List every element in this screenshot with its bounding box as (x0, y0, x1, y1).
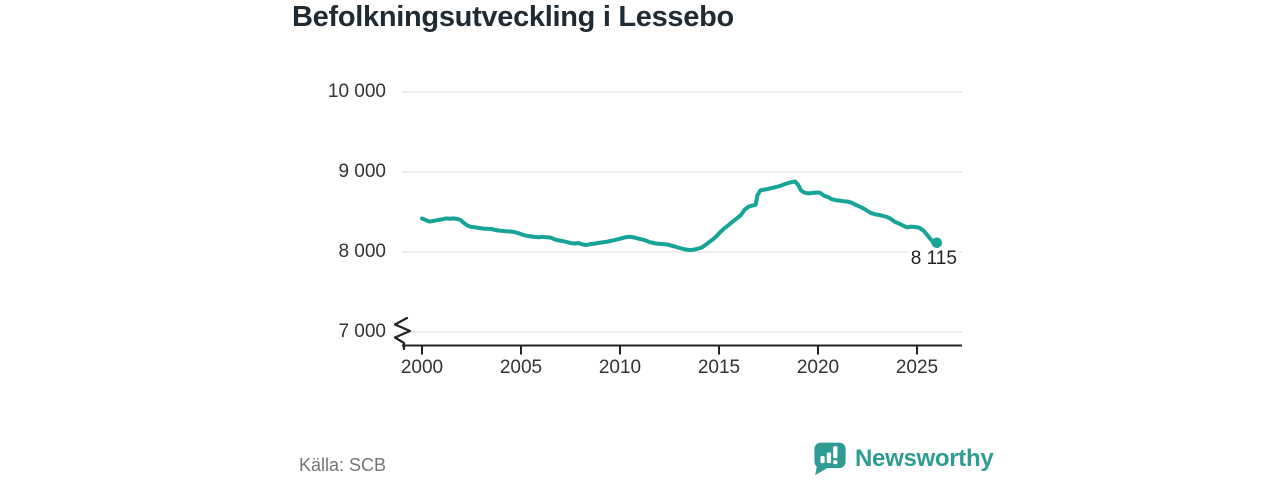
x-axis-tick-label: 2005 (499, 357, 543, 378)
source-label: Källa: SCB (299, 455, 387, 475)
x-axis-tick-label: 2025 (895, 357, 939, 378)
x-axis-tick-label: 2020 (796, 357, 840, 378)
x-axis-tick-label: 2000 (400, 357, 444, 378)
end-point-dot (931, 237, 943, 249)
chart-title: Befolkningsutveckling i Lessebo (292, 1, 734, 33)
x-axis-ticks (421, 346, 918, 355)
y-axis-tick-label: 8 000 (338, 241, 386, 262)
x-axis-tick-label: 2015 (697, 357, 741, 378)
data-line (420, 179, 939, 252)
gridlines (402, 91, 962, 333)
x-axis-tick-label: 2010 (598, 357, 642, 378)
newsworthy-brand: Newsworthy (813, 441, 994, 476)
y-axis-tick-label: 7 000 (338, 321, 386, 342)
newsworthy-wordmark: Newsworthy (855, 444, 994, 472)
axis-break-icon (393, 316, 412, 351)
end-value-label: 8 115 (908, 247, 959, 270)
y-axis-tick-label: 10 000 (327, 81, 386, 102)
newsworthy-logo-icon (814, 442, 846, 476)
y-axis-tick-label: 9 000 (338, 161, 386, 182)
